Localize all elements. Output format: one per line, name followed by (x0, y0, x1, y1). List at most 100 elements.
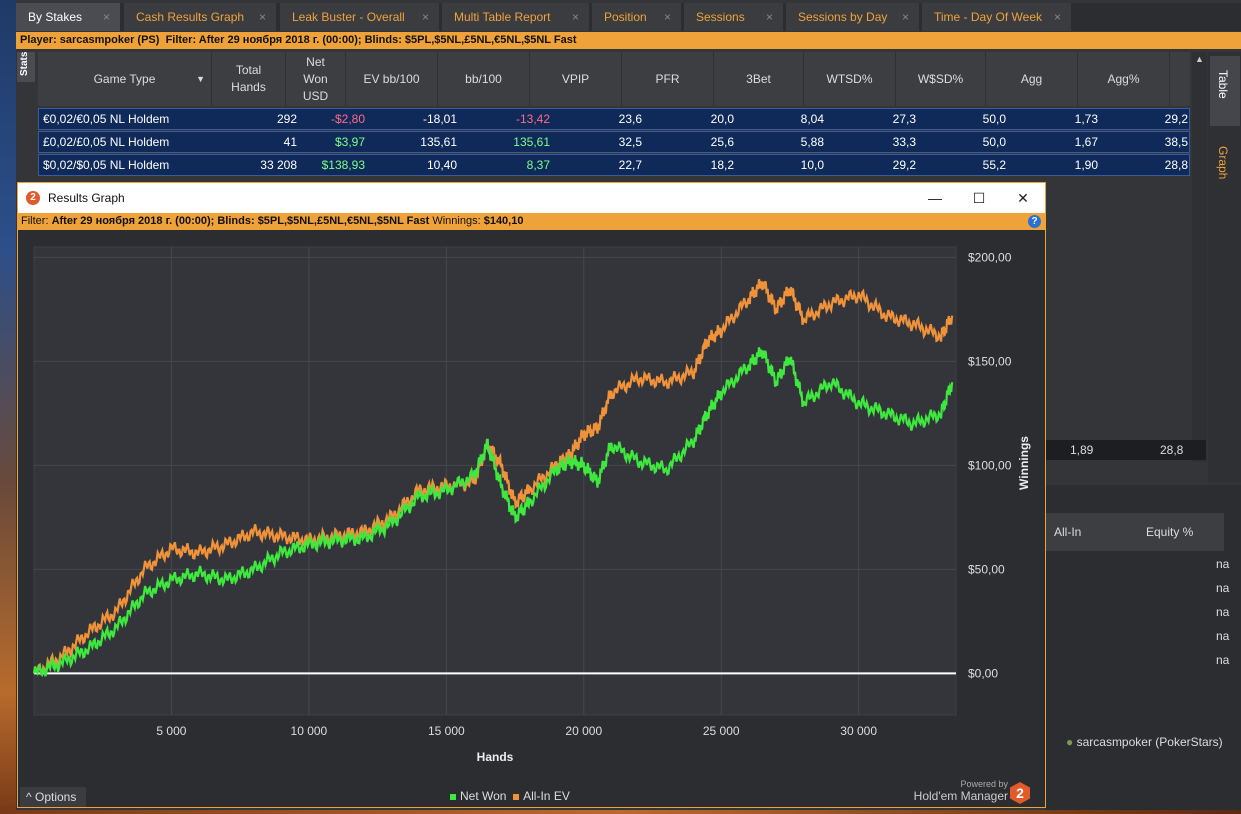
close-icon[interactable]: × (1053, 10, 1061, 24)
table-scrollbar[interactable]: ▲ ▼ (1192, 52, 1207, 462)
cell-agg: 1,73 (1074, 112, 1098, 126)
y-tick-label: $200,00 (968, 250, 1012, 264)
cell-pfr: 18,2 (710, 158, 734, 172)
cell-na: na (1216, 581, 1230, 595)
y-tick-label: $50,00 (968, 562, 1005, 576)
close-icon[interactable]: × (258, 10, 266, 24)
close-icon[interactable]: × (102, 10, 110, 24)
tab-leak-buster[interactable]: Leak Buster - Overall × (280, 3, 440, 31)
legend-swatch (513, 793, 520, 800)
col-label: Agg (1020, 71, 1043, 86)
col-3bet[interactable]: 3Bet (714, 52, 804, 106)
options-button[interactable]: ^ Options (20, 787, 86, 807)
col-label: Total Hands (231, 63, 266, 94)
cell-wtsd: 33,3 (892, 135, 916, 149)
tab-multi-table-report[interactable]: Multi Table Report × (442, 3, 590, 31)
cell-wtsd: 27,3 (892, 112, 916, 126)
col-wssd[interactable]: W$SD% (896, 52, 986, 106)
tab-sessions-by-day[interactable]: Sessions by Day × (786, 3, 920, 31)
window-titlebar[interactable]: 2 Results Graph — ☐ ✕ (18, 183, 1045, 213)
col-game-type[interactable]: Game Type ▼ (38, 52, 212, 106)
chevron-up-icon: ^ (26, 790, 32, 804)
col-ev-bb100[interactable]: EV bb/100 (346, 52, 438, 106)
col-pfr[interactable]: PFR (622, 52, 714, 106)
col-label: VPIP (561, 71, 590, 86)
col-agg-pct[interactable]: Agg% (1078, 52, 1170, 106)
hm-brand-label: Hold'em Manager (913, 789, 1008, 803)
cell-3bet: 5,88 (800, 135, 824, 149)
cell-wssd: 55,2 (982, 158, 1006, 172)
report-tabs: By Stakes × Cash Results Graph × Leak Bust… (16, 3, 1241, 31)
cell-hands: 292 (276, 112, 297, 126)
cell-net-won: $138,93 (321, 158, 365, 172)
series-line (32, 278, 954, 676)
cell-wssd: 50,0 (982, 135, 1006, 149)
series-line (32, 347, 954, 678)
chart-legend: Net Won All-In EV (450, 789, 570, 803)
cell-hands: 33 208 (260, 158, 297, 172)
cell-wtsd: 29,2 (892, 158, 916, 172)
hm2-logo-icon: 2 (26, 191, 40, 205)
y-tick-label: $0,00 (968, 666, 998, 680)
x-tick-label: 30 000 (840, 724, 877, 738)
col-bb100[interactable]: bb/100 (438, 52, 530, 106)
close-icon[interactable]: × (421, 10, 429, 24)
powered-by-label: Powered by (960, 779, 1008, 789)
col-wtsd[interactable]: WTSD% (804, 52, 896, 106)
graph-filter-bar: Filter: After 29 ноября 2018 г. (00:00);… (18, 213, 1045, 230)
help-icon[interactable]: ? (1028, 215, 1041, 228)
legend-swatch (450, 793, 456, 800)
close-icon[interactable]: × (901, 10, 909, 24)
cell-3bet: 8,04 (800, 112, 824, 126)
cell-bb: 8,37 (526, 158, 550, 172)
col-equity[interactable]: Equity % (1146, 525, 1194, 539)
cell-na: na (1216, 653, 1230, 667)
lower-panel-header: All-In Equity % (1046, 513, 1224, 551)
cell-na: na (1216, 605, 1230, 619)
cell-game: £0,02/£0,05 NL Holdem (43, 135, 170, 149)
sort-down-icon[interactable]: ▼ (196, 73, 205, 84)
col-net-won[interactable]: Net Won USD (286, 52, 346, 106)
tab-cash-results-graph[interactable]: Cash Results Graph × (124, 3, 277, 31)
close-icon[interactable]: × (663, 10, 671, 24)
table-row[interactable]: £0,02/£0,05 NL Holdem 41 $3,97 135,61 13… (38, 131, 1190, 153)
stats-side-tab[interactable]: Stats (17, 52, 35, 82)
tab-sessions[interactable]: Sessions × (684, 3, 784, 31)
table-row[interactable]: $0,02/$0,05 NL Holdem 33 208 $138,93 10,… (38, 154, 1190, 176)
close-button[interactable]: ✕ (1017, 190, 1029, 206)
minimize-button[interactable]: — (928, 190, 942, 206)
scroll-up-icon[interactable]: ▲ (1195, 54, 1204, 64)
side-tab-table[interactable]: Table (1210, 56, 1240, 126)
plot-area (33, 246, 957, 716)
legend-entry: All-In EV (523, 789, 570, 803)
close-icon[interactable]: × (571, 10, 579, 24)
col-label: WTSD% (826, 71, 873, 86)
tab-label: Cash Results Graph (136, 10, 245, 24)
filter-label: Filter: (165, 34, 197, 46)
cell-agg: 1,67 (1074, 135, 1098, 149)
filter-bar: Player: sarcasmpoker (PS) Filter: After … (16, 32, 1241, 49)
table-row[interactable]: €0,02/€0,05 NL Holdem 292 -$2,80 -18,01 … (38, 108, 1190, 130)
maximize-button[interactable]: ☐ (972, 190, 986, 206)
player-status-label: sarcasmpoker (PokerStars) (1076, 735, 1223, 749)
close-icon[interactable]: × (765, 10, 773, 24)
filter-text: After 29 ноября 2018 г. (00:00); Blinds:… (51, 215, 430, 227)
cell-ev: 10,40 (426, 158, 457, 172)
player-name: sarcasmpoker (PS) (59, 34, 160, 46)
filter-label: Filter: (21, 215, 49, 227)
tab-position[interactable]: Position × (592, 3, 682, 31)
col-all-in[interactable]: All-In (1054, 525, 1082, 539)
powered-by: Powered by Hold'em Manager (908, 779, 1008, 803)
col-vpip[interactable]: VPIP (530, 52, 622, 106)
tab-by-stakes[interactable]: By Stakes × (16, 3, 121, 31)
tab-label: Time - Day Of Week (934, 10, 1043, 24)
cell-na: na (1216, 629, 1230, 643)
x-tick-label: 5 000 (156, 724, 186, 738)
col-label: PFR (655, 71, 680, 86)
cell-vpip: 22,7 (618, 158, 642, 172)
cell-vpip: 23,6 (618, 112, 642, 126)
col-agg[interactable]: Agg (986, 52, 1078, 106)
col-total-hands[interactable]: Total Hands (212, 52, 286, 106)
side-tab-graph[interactable]: Graph (1210, 136, 1240, 196)
tab-time-day-of-week[interactable]: Time - Day Of Week × (922, 3, 1072, 31)
